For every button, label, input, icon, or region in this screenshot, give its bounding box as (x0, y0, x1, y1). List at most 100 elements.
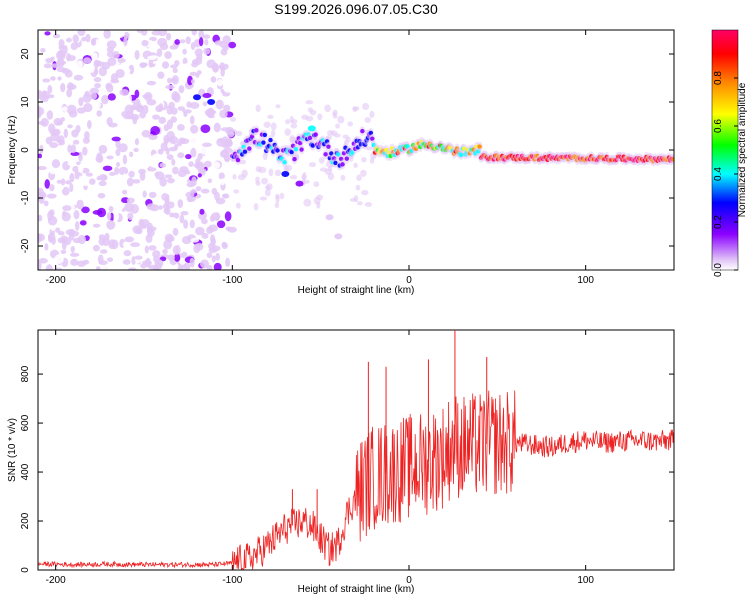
spectrogram-cell (270, 122, 277, 131)
spectrogram-cell (69, 172, 75, 183)
spectrogram-cell (183, 111, 188, 117)
spectrogram-cell (326, 130, 334, 136)
spectrogram-cell (106, 117, 113, 126)
spectrogram-cell (60, 249, 67, 254)
spectrogram-cell (194, 48, 203, 57)
spectrogram-cell (353, 195, 359, 203)
spectrogram-cell (129, 105, 137, 111)
spectrogram-cell (39, 94, 49, 103)
spectrogram-cell (150, 125, 160, 136)
spectrogram-cell (128, 46, 137, 54)
spectrogram-cell (352, 106, 358, 112)
spectrogram-cell (126, 177, 134, 187)
spectrogram-cell (57, 76, 62, 81)
spectrogram-cell (307, 125, 316, 132)
spectrogram-cell (172, 166, 179, 175)
spectrogram-cell (215, 252, 221, 261)
spectrogram-cell (193, 94, 201, 101)
spectrogram-cell (224, 211, 232, 222)
spectrogram-cell (185, 153, 192, 160)
spectrogram-cell (61, 186, 70, 196)
spectrogram-cell (212, 181, 221, 188)
spectrogram-cell (217, 78, 223, 87)
colorbar: 0.0 0.2 0.4 0.6 0.8 Normalized spectral ampl… (711, 29, 748, 277)
spectrogram-cell (178, 85, 185, 94)
spectrogram-cell (198, 37, 204, 47)
spectrogram-cell (342, 134, 349, 139)
spectrogram-cell (156, 187, 162, 196)
spectrogram-cell (87, 120, 92, 130)
spectrogram-cell (301, 114, 309, 120)
spectrogram-cell (313, 196, 321, 205)
spectrogram-cell (101, 197, 109, 204)
spectrogram-cell (118, 143, 128, 153)
spectrogram-cell (190, 42, 196, 51)
spectrogram-cell (108, 205, 114, 213)
spectrogram-cell (39, 191, 47, 199)
spectrogram-cell (122, 173, 128, 184)
spectrogram-cell (264, 188, 271, 197)
snr-panel: -200 -100 0 100 0 200 400 600 800 Height of str… (7, 329, 675, 595)
spectrogram-cell (191, 135, 198, 145)
spectrogram-cell (274, 169, 282, 177)
spectrogram-cell (46, 193, 57, 199)
spectrogram-cell (220, 178, 226, 186)
spectrogram-cell (91, 52, 98, 61)
spectrogram-cell (130, 203, 140, 214)
snr-y-ticks: 0 200 400 600 800 (20, 365, 674, 573)
spectrogram-cell (177, 106, 186, 111)
spectrogram-cell (202, 34, 211, 39)
spectrogram-cell (164, 188, 175, 195)
spectrogram-cell (340, 174, 346, 181)
spectrogram-cell (191, 30, 198, 36)
spectrogram-cell (70, 151, 80, 156)
spectrogram-cell (211, 187, 218, 195)
snr-xtick-label: -200 (46, 575, 66, 586)
spectrogram-cell (158, 103, 164, 112)
spectrogram-cell (255, 104, 261, 113)
spectrogram-cell (211, 255, 216, 263)
spectrogram-cell (53, 117, 63, 126)
spectrogram-cell (232, 173, 237, 180)
spectrogram-cell (39, 144, 44, 154)
spectrogram-cell (207, 107, 215, 115)
snr-y-label: SNR (10 * v/v) (7, 418, 18, 482)
spectrogram-cell (50, 226, 56, 231)
spectrogram-cell (172, 245, 181, 255)
spectrogram-cell (154, 259, 164, 268)
spectrogram-cell (201, 218, 208, 225)
spectrogram-cell (123, 32, 130, 39)
spectrogram-cell (114, 166, 120, 175)
spectrogram-cell (364, 202, 373, 207)
spectrogram-xtick-label: -200 (46, 275, 66, 286)
spectrogram-cell (364, 117, 371, 123)
spectrogram-cell (334, 233, 343, 240)
spectrogram-cell (160, 142, 170, 152)
spectrogram-cell (91, 38, 97, 46)
spectrogram-cell (60, 178, 66, 186)
spectrogram-cell (61, 106, 68, 112)
spectrogram-cell (136, 104, 145, 113)
spectrogram-cell (122, 241, 127, 248)
spectrogram-cell (141, 39, 149, 47)
spectrogram-cell (61, 212, 71, 222)
spectrogram-cell (369, 157, 375, 164)
spectrogram-cell (116, 202, 124, 211)
spectrogram-cell (74, 221, 80, 231)
spectrogram-cell (195, 186, 202, 192)
spectrogram-cell (164, 174, 173, 179)
spectrogram-cell (118, 166, 129, 176)
spectrogram-cell (78, 97, 84, 107)
spectrogram-cell (167, 254, 175, 261)
spectrogram-cell (106, 257, 114, 262)
spectrogram-cell (108, 171, 116, 176)
spectrogram-cell (177, 265, 184, 270)
spectrogram-cell (67, 161, 77, 166)
spectrogram-cell (82, 76, 87, 87)
spectrogram-cell (56, 60, 67, 66)
spectrogram-cell (180, 211, 189, 216)
spectrogram-cell (193, 243, 201, 254)
spectrogram-cell (161, 61, 170, 69)
spectrogram-cell (40, 47, 46, 53)
spectrogram-cell (220, 150, 228, 158)
